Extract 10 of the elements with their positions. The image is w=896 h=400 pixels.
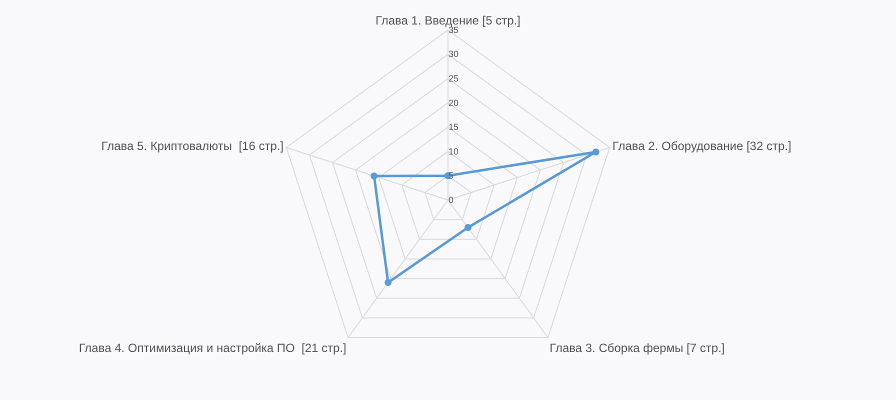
y-tick-label: 30 (448, 49, 459, 60)
y-tick-label: 0 (448, 194, 454, 205)
spoke-label: Глава 2. Оборудование [32 стр.] (612, 138, 792, 153)
spoke-label: Глава 3. Сборка фермы [7 стр.] (550, 341, 725, 356)
spoke-label: Глава 4. Оптимизация и настройка ПО [21 стр.] (78, 341, 346, 356)
spoke-label: Глава 5. Криптовалюты [16 стр.] (101, 138, 284, 153)
y-tick-label: 25 (448, 73, 459, 84)
y-tick-label: 20 (448, 98, 459, 108)
y-tick-label: 10 (448, 146, 459, 156)
y-tick-label: 15 (448, 122, 459, 132)
